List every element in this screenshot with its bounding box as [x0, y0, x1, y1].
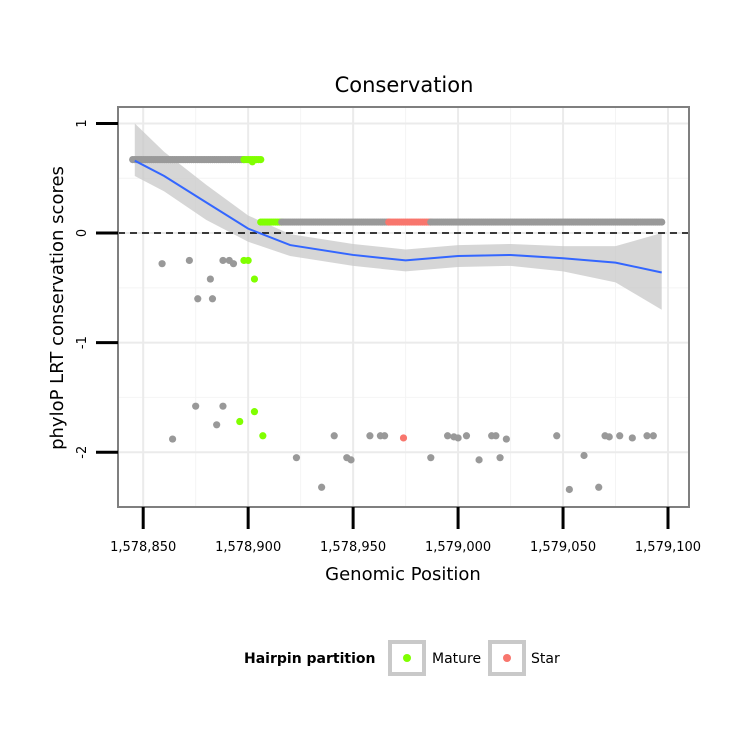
data-point: [643, 432, 651, 440]
data-point: [194, 295, 202, 303]
data-point: [616, 432, 624, 440]
y-tick-label: -2: [75, 446, 90, 459]
x-tick-label: 1,579,050: [530, 540, 596, 555]
data-point: [649, 432, 657, 440]
data-point: [366, 432, 374, 440]
y-tick-label: 1: [75, 119, 90, 127]
x-tick-label: 1,579,000: [425, 540, 491, 555]
data-point: [595, 483, 603, 491]
confidence-ribbon: [134, 123, 662, 310]
smooth-trend-line: [134, 159, 662, 274]
legend-label: Mature: [432, 651, 481, 667]
data-point: [248, 158, 256, 166]
data-point: [427, 454, 435, 462]
data-point: [257, 156, 265, 164]
legend: Hairpin partition Mature Star: [244, 640, 560, 676]
data-point: [236, 417, 244, 426]
data-point: [443, 432, 452, 440]
x-axis-title: Genomic Position: [325, 564, 481, 585]
data-point: [168, 435, 177, 443]
data-point: [206, 275, 214, 283]
data-point: [292, 454, 301, 462]
chart-title: Conservation: [335, 73, 474, 97]
x-tick-label: 1,578,850: [110, 540, 176, 555]
x-tick-label: 1,578,900: [215, 540, 281, 555]
data-point: [553, 432, 561, 440]
data-point: [462, 432, 471, 440]
data-point: [565, 485, 573, 494]
legend-key-dot: [503, 654, 511, 662]
x-tick-label: 1,579,100: [635, 540, 701, 555]
data-point: [628, 434, 636, 442]
data-point: [318, 483, 326, 491]
data-point: [502, 435, 510, 443]
legend-title: Hairpin partition: [244, 651, 375, 667]
legend-key-dot: [403, 654, 411, 662]
panel-background: [118, 107, 689, 507]
x-tick-label: 1,578,950: [320, 540, 386, 555]
data-point: [213, 421, 221, 429]
data-point: [208, 295, 217, 303]
data-point: [492, 432, 500, 440]
data-point: [605, 433, 613, 441]
y-axis-title: phyloP LRT conservation scores: [47, 166, 68, 450]
x-axis: 1,578,850 1,578,900 1,578,950 1,579,000 1,57…: [110, 507, 701, 555]
data-point: [496, 454, 504, 462]
y-axis: 1 0 -1 -2: [75, 119, 118, 459]
data-point: [219, 402, 227, 410]
data-point: [475, 456, 483, 464]
data-point: [347, 456, 355, 464]
data-point: [250, 275, 259, 283]
data-point: [330, 432, 338, 440]
legend-label: Star: [531, 651, 560, 667]
y-tick-label: -1: [75, 336, 90, 349]
data-point: [244, 256, 252, 265]
data-point: [158, 260, 166, 268]
data-point: [192, 402, 200, 410]
data-point: [454, 434, 462, 442]
data-point: [381, 432, 389, 440]
panel-border: [117, 106, 690, 508]
data-point: [259, 432, 267, 440]
data-point: [399, 434, 408, 442]
data-point: [219, 256, 227, 265]
data-point: [250, 408, 259, 416]
y-tick-label: 0: [75, 229, 90, 237]
plot-panel: [117, 106, 690, 508]
data-point: [658, 218, 666, 226]
data-point: [580, 451, 588, 460]
data-point: [229, 260, 238, 268]
data-point: [185, 256, 193, 265]
